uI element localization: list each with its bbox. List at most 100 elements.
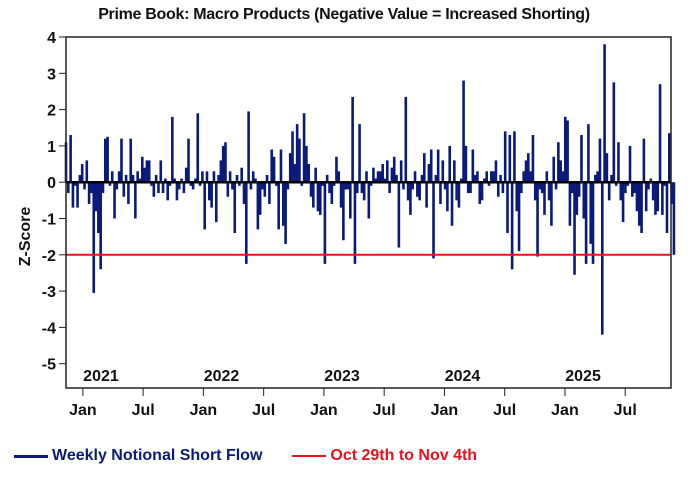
bar: [529, 171, 532, 183]
bar: [154, 174, 158, 183]
bar: [570, 182, 574, 194]
bar: [94, 182, 98, 212]
bar: [480, 182, 484, 201]
bar: [459, 178, 463, 183]
year-label: 2021: [83, 368, 119, 385]
bar: [117, 171, 121, 183]
bar: [386, 160, 389, 183]
bar: [159, 160, 163, 183]
bar: [628, 145, 632, 183]
bar: [376, 171, 380, 183]
bar: [591, 182, 595, 264]
bar: [196, 113, 200, 183]
bar: [543, 182, 546, 215]
bar: [286, 182, 290, 190]
bar: [501, 182, 505, 194]
bar: [124, 174, 128, 183]
bar: [617, 142, 620, 183]
bar: [335, 156, 338, 183]
bar: [194, 178, 197, 183]
bar: [80, 164, 84, 183]
y-tick-label: -1: [42, 211, 56, 228]
bar: [607, 182, 611, 201]
chart-title: Prime Book: Macro Products (Negative Val…: [98, 6, 590, 23]
bar: [175, 182, 179, 201]
bar: [508, 135, 512, 183]
bar: [164, 178, 167, 183]
bar: [589, 182, 593, 244]
bar: [221, 145, 225, 183]
bar: [129, 138, 133, 183]
bar: [242, 182, 246, 204]
bar: [87, 182, 91, 204]
bar: [658, 84, 662, 183]
bar: [540, 182, 544, 194]
bar: [506, 182, 509, 234]
bar: [483, 178, 486, 183]
bar: [108, 182, 112, 186]
bar: [510, 182, 514, 270]
bar: [453, 160, 456, 183]
bar: [367, 182, 371, 219]
bar: [173, 178, 176, 183]
bar: [661, 182, 664, 215]
bar: [99, 182, 102, 270]
bar: [413, 171, 417, 183]
bar: [337, 171, 341, 183]
bar: [231, 182, 234, 190]
bar: [637, 182, 641, 226]
bar: [138, 178, 142, 183]
bar: [469, 182, 472, 194]
bar: [425, 182, 428, 208]
bar: [198, 182, 202, 186]
bar: [490, 171, 493, 183]
y-tick-label: 2: [47, 103, 56, 120]
bar: [575, 182, 579, 215]
bar: [621, 182, 625, 223]
bar: [291, 131, 294, 183]
y-tick-label: -2: [42, 248, 56, 265]
y-tick-label: -3: [42, 284, 56, 301]
bar: [238, 182, 241, 186]
bar: [531, 135, 535, 183]
bar: [131, 174, 135, 183]
bar: [427, 164, 431, 183]
bar: [263, 182, 267, 197]
bar: [353, 182, 357, 264]
bar: [184, 167, 188, 183]
bar: [351, 96, 354, 183]
bar: [268, 182, 271, 204]
bar: [69, 135, 72, 183]
legend-item-series: Weekly Notional Short Flow: [14, 447, 262, 465]
bar: [554, 182, 558, 190]
bar: [663, 182, 666, 186]
bar: [527, 153, 530, 183]
bar: [272, 156, 276, 183]
bar: [217, 174, 220, 183]
bar: [330, 182, 334, 204]
bar: [106, 136, 109, 183]
bar: [328, 182, 331, 194]
bar: [644, 182, 648, 212]
bar: [524, 160, 528, 183]
y-tick-label: -4: [42, 320, 56, 337]
bar: [513, 131, 516, 183]
bar: [312, 182, 315, 208]
bar: [536, 182, 539, 257]
bar: [614, 182, 618, 186]
bar: [147, 160, 151, 183]
bar: [416, 182, 419, 197]
bar: [254, 178, 257, 183]
bar: [402, 182, 405, 190]
bar: [388, 182, 391, 194]
bar: [187, 138, 190, 183]
bar: [520, 182, 523, 194]
x-tick-label: Jul: [493, 402, 516, 419]
bar: [219, 160, 223, 183]
bar: [379, 171, 382, 183]
bar: [157, 182, 160, 194]
bar: [409, 182, 412, 215]
y-tick-label: 1: [47, 139, 56, 156]
bar: [261, 182, 264, 190]
bar: [587, 124, 590, 183]
